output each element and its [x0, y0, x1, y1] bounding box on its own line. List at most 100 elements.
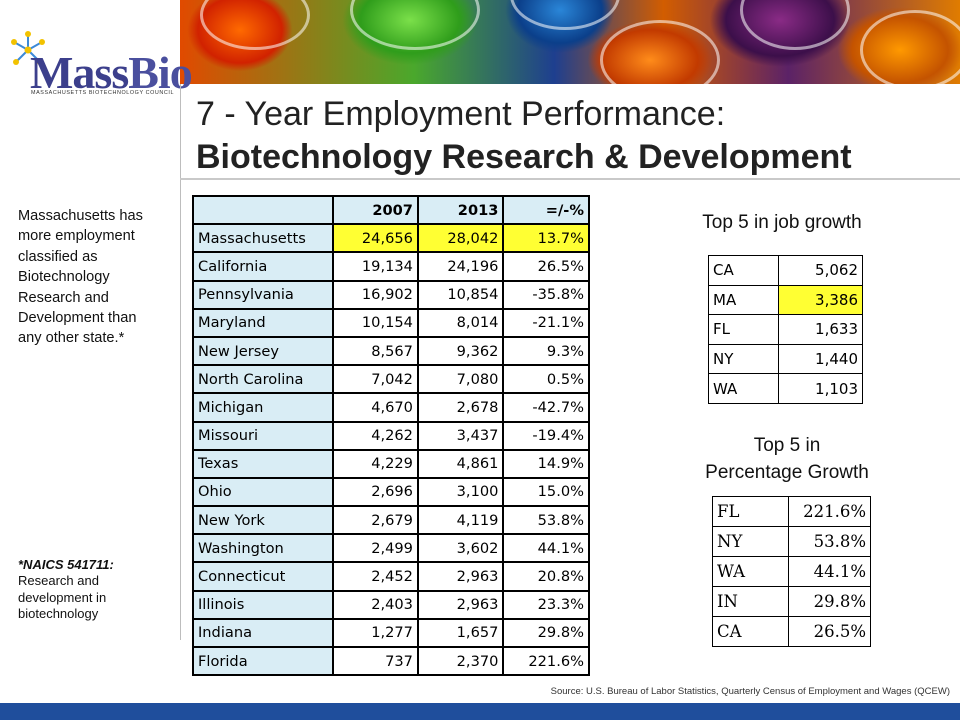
value-2013-cell: 1,657: [416, 617, 505, 649]
value-2007-cell: 1,277: [331, 617, 419, 649]
value-2007-cell: 2,679: [331, 505, 419, 536]
value-2007-cell: 4,229: [331, 448, 419, 479]
job-growth-title: Top 5 in job growth: [702, 212, 862, 233]
value-2007-cell: 737: [331, 645, 419, 677]
pct-growth-state-cell: NY: [712, 526, 789, 557]
job-growth-state-cell: FL: [708, 314, 779, 345]
table-row: New York 2,679 4,119 53.8%: [192, 505, 590, 536]
table-row: Massachusetts 24,656 28,042 13.7%: [192, 223, 590, 254]
logo-wordmark: MassBio: [30, 47, 193, 98]
change-pct-cell: 13.7%: [502, 223, 590, 254]
state-name-cell: Pennsylvania: [192, 279, 334, 310]
change-pct-cell: 15.0%: [502, 476, 590, 508]
table-row: Maryland 10,154 8,014 -21.1%: [192, 307, 590, 338]
table-row: Pennsylvania 16,902 10,854 -35.8%: [192, 279, 590, 310]
change-pct-cell: 29.8%: [502, 617, 590, 649]
table-row: New Jersey 8,567 9,362 9.3%: [192, 335, 590, 367]
pct-growth-value-cell: 53.8%: [788, 526, 871, 557]
pct-growth-title-line1: Top 5 in: [753, 435, 821, 456]
change-pct-cell: 9.3%: [502, 335, 590, 367]
value-2013-cell: 4,119: [416, 505, 505, 536]
pct-growth-value-cell: 221.6%: [788, 496, 871, 527]
pct-growth-title: Top 5 in Percentage Growth: [672, 432, 902, 486]
job-growth-value-cell: 1,103: [778, 373, 863, 404]
change-pct-cell: 53.8%: [502, 505, 590, 536]
table-row: Indiana 1,277 1,657 29.8%: [192, 617, 590, 649]
state-name-cell: Ohio: [192, 476, 334, 508]
job-growth-state-cell: MA: [708, 284, 779, 316]
change-pct-cell: 14.9%: [502, 448, 590, 479]
state-name-cell: Texas: [192, 448, 334, 479]
value-2013-cell: 8,014: [416, 307, 505, 338]
pct-growth-state-cell: CA: [712, 616, 789, 647]
state-name-cell: Washington: [192, 533, 334, 564]
logo-subtitle: MASSACHUSETTS BIOTECHNOLOGY COUNCIL: [31, 90, 175, 96]
table-row: Texas 4,229 4,861 14.9%: [192, 448, 590, 479]
naics-code: *NAICS 541711:: [18, 557, 114, 572]
state-name-cell: Maryland: [192, 307, 334, 338]
header-photo-banner: [180, 0, 960, 84]
pct-growth-state-cell: IN: [712, 586, 789, 617]
pct-growth-title-line2: Percentage Growth: [705, 462, 869, 483]
state-name-cell: Connecticut: [192, 561, 334, 592]
job-growth-value-cell: 3,386: [778, 284, 863, 316]
state-name-cell: Massachusetts: [192, 223, 334, 254]
value-2013-cell: 2,963: [416, 589, 505, 620]
state-name-cell: Missouri: [192, 420, 334, 451]
change-pct-cell: 23.3%: [502, 589, 590, 620]
source-note: Source: U.S. Bureau of Labor Statistics,…: [550, 686, 950, 697]
job-growth-value-cell: 1,440: [778, 343, 863, 375]
glass-ring: [200, 0, 310, 50]
vertical-divider: [180, 84, 181, 640]
page-title-line1: 7 - Year Employment Performance:: [196, 95, 726, 133]
value-2007-cell: 4,262: [331, 420, 419, 451]
change-pct-cell: 26.5%: [502, 251, 590, 282]
state-name-cell: Illinois: [192, 589, 334, 620]
value-2007-cell: 2,696: [331, 476, 419, 508]
state-name-cell: New Jersey: [192, 335, 334, 367]
job-growth-row: WA 1,103: [708, 373, 863, 404]
table-header-row: 2007 2013 =/-%: [192, 194, 590, 226]
state-name-cell: Indiana: [192, 617, 334, 649]
value-2007-cell: 4,670: [331, 392, 419, 423]
state-name-cell: Florida: [192, 645, 334, 677]
value-2007-cell: 2,499: [331, 533, 419, 564]
pct-growth-state-cell: WA: [712, 556, 789, 587]
change-pct-cell: -35.8%: [502, 279, 590, 310]
state-name-cell: New York: [192, 505, 334, 536]
value-2013-cell: 2,678: [416, 392, 505, 423]
pct-growth-table: FL 221.6% NY 53.8% WA 44.1% IN 29.8% CA 26.5%: [712, 496, 871, 647]
value-2007-cell: 7,042: [331, 364, 419, 395]
value-2013-cell: 9,362: [416, 335, 505, 367]
glass-ring: [600, 20, 720, 84]
state-name-cell: Michigan: [192, 392, 334, 423]
glass-ring: [740, 0, 850, 50]
pct-growth-row: CA 26.5%: [712, 616, 871, 647]
header-change: =/-%: [502, 194, 590, 226]
change-pct-cell: -42.7%: [502, 392, 590, 423]
pct-growth-value-cell: 44.1%: [788, 556, 871, 587]
job-growth-row: CA 5,062: [708, 255, 863, 286]
value-2007-cell: 16,902: [331, 279, 419, 310]
job-growth-row: NY 1,440: [708, 343, 863, 375]
value-2013-cell: 24,196: [416, 251, 505, 282]
value-2007-cell: 10,154: [331, 307, 419, 338]
value-2007-cell: 2,452: [331, 561, 419, 592]
value-2013-cell: 2,370: [416, 645, 505, 677]
pct-growth-row: NY 53.8%: [712, 526, 871, 557]
value-2007-cell: 8,567: [331, 335, 419, 367]
job-growth-table: CA 5,062 MA 3,386 FL 1,633 NY 1,440 WA 1,103: [708, 255, 863, 404]
change-pct-cell: 20.8%: [502, 561, 590, 592]
pct-growth-row: FL 221.6%: [712, 496, 871, 527]
table-row: Illinois 2,403 2,963 23.3%: [192, 589, 590, 620]
value-2007-cell: 24,656: [331, 223, 419, 254]
value-2013-cell: 28,042: [416, 223, 505, 254]
value-2007-cell: 19,134: [331, 251, 419, 282]
value-2013-cell: 7,080: [416, 364, 505, 395]
table-row: North Carolina 7,042 7,080 0.5%: [192, 364, 590, 395]
header-state: [192, 194, 334, 226]
value-2013-cell: 2,963: [416, 561, 505, 592]
table-row: Missouri 4,262 3,437 -19.4%: [192, 420, 590, 451]
state-name-cell: California: [192, 251, 334, 282]
table-row: Ohio 2,696 3,100 15.0%: [192, 476, 590, 508]
